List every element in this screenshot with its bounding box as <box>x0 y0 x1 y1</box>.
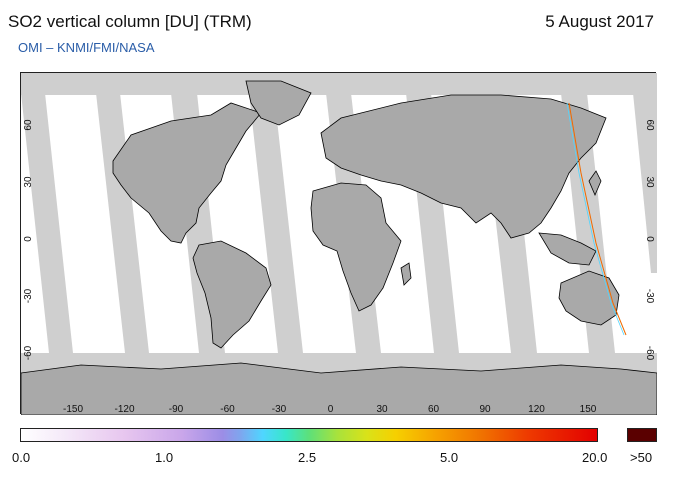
lat-tick-right: 30 <box>644 176 655 188</box>
lon-tick-top: -60 <box>220 73 235 76</box>
colorbar-label-3: 5.0 <box>440 450 459 465</box>
colorbar-label-5: >50 <box>630 450 653 465</box>
lat-tick-right: -30 <box>644 289 655 304</box>
lat-tick-left: 0 <box>23 236 34 242</box>
colorbar-label-2: 2.5 <box>298 450 317 465</box>
swath <box>96 93 149 353</box>
lon-tick-top: 90 <box>479 73 491 76</box>
lat-tick-left: -60 <box>23 345 34 360</box>
colorbar <box>20 428 598 442</box>
lon-tick-bottom: 120 <box>528 404 545 415</box>
swath <box>633 93 657 273</box>
lon-tick-top: 60 <box>428 73 440 76</box>
satellite-track-secondary <box>566 102 625 336</box>
lat-tick-left: -30 <box>23 288 34 303</box>
lon-tick-bottom: -30 <box>272 404 287 415</box>
map-title: SO2 vertical column [DU] (TRM) <box>8 12 252 31</box>
arctic-no-data <box>21 73 657 95</box>
map-ticks: -150 -120 -90 -60 -30 0 30 60 90 120 150 -150 -120 -9… <box>23 73 655 415</box>
madagascar <box>400 262 412 286</box>
lat-tick-left: 30 <box>23 176 34 188</box>
south-america <box>192 240 272 349</box>
lon-tick-bottom: 90 <box>479 404 491 415</box>
lon-tick-bottom: -90 <box>169 404 184 415</box>
lon-tick-bottom: 60 <box>428 404 440 415</box>
lon-tick-top: -30 <box>272 73 287 76</box>
greenland <box>245 80 312 126</box>
world-map: -150 -120 -90 -60 -30 0 30 60 90 120 150 -150 -120 -9… <box>20 72 657 415</box>
lon-tick-top: -150 <box>63 73 83 76</box>
africa <box>310 182 402 312</box>
lon-tick-top: 120 <box>528 73 545 76</box>
japan <box>588 170 602 197</box>
lon-tick-top: -90 <box>169 73 184 76</box>
colorbar-label-4: 20.0 <box>582 450 608 465</box>
eurasia <box>320 94 607 239</box>
lon-tick-top: 30 <box>376 73 388 76</box>
lat-tick-right: 0 <box>644 236 655 242</box>
lon-tick-bottom: -150 <box>63 404 83 415</box>
lon-tick-top: -120 <box>114 73 134 76</box>
lon-tick-top: 150 <box>580 73 597 76</box>
lon-tick-bottom: -120 <box>114 404 134 415</box>
colorbar-label-1: 1.0 <box>155 450 174 465</box>
australia <box>558 270 620 326</box>
colorbar-label-0: 0.0 <box>12 450 31 465</box>
lon-tick-bottom: -60 <box>220 404 235 415</box>
lon-tick-bottom: 30 <box>376 404 388 415</box>
lat-tick-right: 60 <box>644 119 655 131</box>
satellite-track <box>568 102 627 336</box>
colorbar-overflow-swatch <box>627 428 657 442</box>
data-credit: OMI – KNMI/FMI/NASA <box>18 40 155 55</box>
swath <box>249 93 303 353</box>
antarctica <box>21 362 657 415</box>
lon-tick-bottom: 0 <box>328 404 334 415</box>
swath <box>21 93 73 353</box>
maritime-asia <box>538 232 597 266</box>
map-canvas: -150 -120 -90 -60 -30 0 30 60 90 120 150 -150 -120 -9… <box>21 73 657 415</box>
lat-tick-right: -60 <box>644 346 655 361</box>
lat-tick-left: 60 <box>23 119 34 131</box>
north-america <box>112 102 262 244</box>
lon-tick-top: 0 <box>328 73 334 76</box>
land-masses <box>21 80 657 415</box>
map-date: 5 August 2017 <box>545 12 654 31</box>
lon-tick-bottom: 150 <box>580 404 597 415</box>
